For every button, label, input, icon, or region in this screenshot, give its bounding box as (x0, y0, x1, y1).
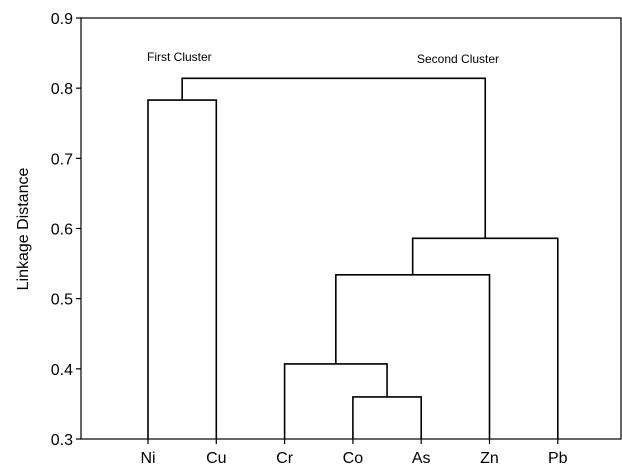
leaf-label-cr: Cr (276, 450, 294, 467)
dendrogram-link (335, 274, 491, 439)
y-tick-label: 0.6 (51, 222, 73, 239)
dendrogram-link (411, 237, 559, 439)
y-tick-label: 0.4 (51, 362, 73, 379)
dendrogram-link (147, 99, 218, 439)
leaf-label-as: As (412, 450, 431, 467)
x-axis: Ni Cu Cr Co As Zn Pb (140, 439, 568, 467)
dendrogram-link (283, 363, 388, 439)
annotation-first-cluster: First Cluster (147, 50, 212, 64)
leaf-label-co: Co (343, 450, 364, 467)
y-axis-title: Linkage Distance (15, 168, 32, 291)
leaf-label-zn: Zn (480, 450, 499, 467)
y-tick-label: 0.3 (51, 432, 73, 449)
y-tick-label: 0.5 (51, 292, 73, 309)
plot-frame (80, 17, 622, 440)
leaf-label-ni: Ni (140, 450, 155, 467)
leaf-label-cu: Cu (206, 450, 226, 467)
dendrogram-link (181, 77, 487, 239)
dendrogram-links (147, 77, 559, 439)
y-axis: 0.3 0.4 0.5 0.6 0.7 0.8 0.9 (51, 11, 81, 449)
dendrogram-link (352, 396, 422, 439)
leaf-label-pb: Pb (548, 450, 568, 467)
y-tick-label: 0.9 (51, 11, 73, 28)
y-tick-label: 0.8 (51, 81, 73, 98)
y-tick-label: 0.7 (51, 151, 73, 168)
annotation-second-cluster: Second Cluster (417, 52, 499, 66)
